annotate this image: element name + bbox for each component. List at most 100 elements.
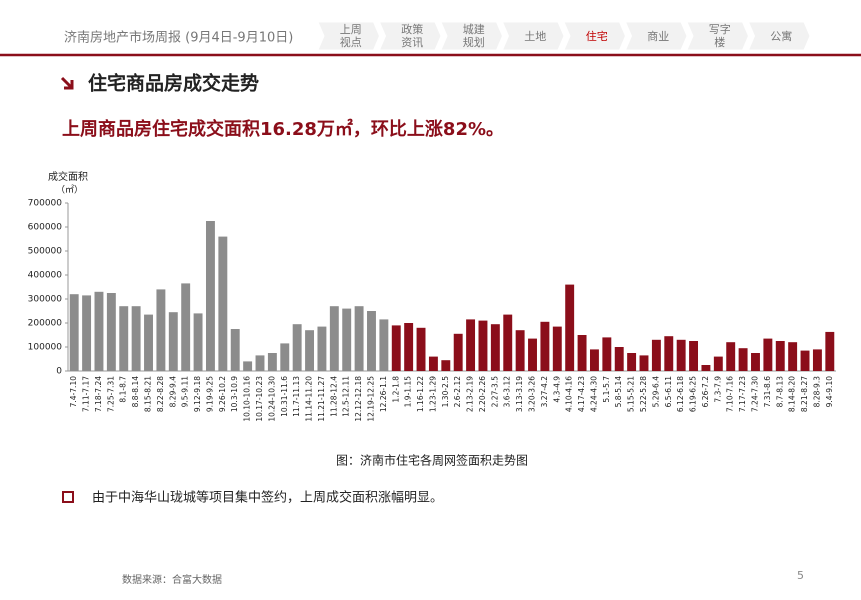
nav-tab <box>563 21 627 51</box>
nav-tab <box>378 21 442 51</box>
x-tick-label: 3.6-3.12 <box>503 376 512 408</box>
x-tick-label: 9.5-9.11 <box>181 376 190 408</box>
bar <box>614 347 624 371</box>
x-tick-label: 4.3-4.9 <box>552 376 561 403</box>
bar <box>305 330 315 371</box>
nav-tab-label: 政策 <box>401 22 423 36</box>
nav-tab-label: 规划 <box>463 35 485 49</box>
bullet-icon <box>62 491 74 503</box>
bar <box>738 348 748 371</box>
bar <box>788 342 798 371</box>
y-tick-label: 700000 <box>28 199 63 209</box>
nav-tab <box>440 21 504 51</box>
nav-tab-label: 楼 <box>714 35 725 49</box>
bar <box>119 306 129 371</box>
bar <box>379 319 389 371</box>
nav-tab-label: 城建 <box>463 22 485 36</box>
bar <box>540 321 550 371</box>
x-tick-label: 1.2-1.8 <box>391 376 400 403</box>
bar <box>391 325 401 371</box>
bar <box>168 312 178 371</box>
nav-tab-label: 资讯 <box>401 36 423 49</box>
bar <box>528 338 537 371</box>
y-tick-label: 300000 <box>28 295 63 305</box>
x-tick-label: 12.19-12.25 <box>366 376 375 422</box>
nav-tab <box>747 21 811 51</box>
bar <box>230 329 240 371</box>
x-tick-label: 10.31-11.6 <box>280 376 289 417</box>
report-title: 济南房地产市场周报 (9月4日-9月10日) <box>64 30 293 46</box>
bar <box>726 342 736 371</box>
x-tick-label: 10.24-10.30 <box>267 376 276 422</box>
bar <box>478 320 488 371</box>
bar <box>589 349 599 371</box>
headline: 上周商品房住宅成交面积16.28万㎡，环比上涨82%。 <box>62 118 504 140</box>
x-tick-label: 5.15-5.21 <box>627 376 636 412</box>
x-tick-label: 6.12-6.18 <box>676 376 685 412</box>
bar <box>243 361 253 371</box>
bar <box>552 326 562 371</box>
bar <box>825 331 835 371</box>
x-tick-label: 9.4-9.10 <box>825 376 834 408</box>
x-tick-label: 7.18-7.24 <box>94 376 103 412</box>
bar <box>181 283 191 371</box>
y-tick-label: 400000 <box>28 271 63 281</box>
x-tick-label: 10.10-10.16 <box>243 376 252 422</box>
bar <box>453 333 463 371</box>
x-tick-label: 2.27-3.5 <box>490 376 499 408</box>
bar <box>441 360 451 371</box>
x-tick-label: 8.28-9.3 <box>812 376 821 408</box>
bar <box>94 291 104 371</box>
x-tick-label: 4.24-4.30 <box>589 376 598 412</box>
nav-tab <box>624 21 688 51</box>
x-tick-label: 11.14-11.20 <box>305 376 314 422</box>
x-tick-label: 12.5-12.11 <box>342 376 351 417</box>
y-tick-label: 0 <box>56 367 62 377</box>
x-tick-label: 3.13-3.19 <box>515 376 524 412</box>
bar <box>627 353 637 371</box>
bar <box>367 311 376 371</box>
bar <box>676 339 686 371</box>
x-tick-label: 5.22-5.28 <box>639 376 648 412</box>
x-tick-label: 4.10-4.16 <box>565 376 574 412</box>
y-tick-label: 200000 <box>28 319 63 329</box>
bar <box>490 324 500 371</box>
x-tick-label: 3.27-4.2 <box>540 376 549 408</box>
x-tick-label: 11.21-11.27 <box>317 376 326 422</box>
x-tick-label: 8.7-8.13 <box>775 376 784 408</box>
x-tick-label: 9.12-9.18 <box>193 376 202 412</box>
x-tick-label: 1.16-1.22 <box>416 376 425 412</box>
bar <box>317 326 327 371</box>
bar <box>69 294 79 371</box>
nav-tab-label: 公寓 <box>770 29 792 43</box>
x-tick-label: 11.28-12.4 <box>329 376 338 417</box>
x-tick-label: 10.3-10.9 <box>230 376 239 412</box>
bar <box>651 339 661 371</box>
bar <box>280 343 290 371</box>
x-tick-label: 12.12-12.18 <box>354 376 363 422</box>
x-tick-label: 8.22-8.28 <box>156 376 165 412</box>
x-tick-label: 4.17-4.23 <box>577 376 586 412</box>
bullet-text: 由于中海华山珑城等项目集中签约，上周成交面积涨幅明显。 <box>92 490 443 506</box>
bar <box>144 314 153 371</box>
bar <box>342 308 352 371</box>
x-tick-label: 7.24-7.30 <box>750 376 759 412</box>
x-tick-label: 7.31-8.6 <box>763 376 772 408</box>
nav-tab-label: 住宅 <box>586 29 608 43</box>
x-tick-label: 3.20-3.26 <box>528 376 537 412</box>
x-tick-label: 1.30-2.5 <box>441 376 450 408</box>
x-tick-label: 6.26-7.2 <box>701 376 710 408</box>
x-tick-label: 7.25-7.31 <box>106 376 115 412</box>
bar <box>106 293 116 371</box>
chart-caption: 图：济南市住宅各周网签面积走势图 <box>336 453 528 468</box>
bar <box>503 314 513 371</box>
bar <box>428 356 438 371</box>
section-title: 住宅商品房成交走势 <box>88 72 259 95</box>
x-tick-label: 7.17-7.23 <box>738 376 747 412</box>
bar <box>267 353 277 371</box>
y-axis-unit: （㎡） <box>56 185 83 196</box>
x-tick-label: 5.29-6.4 <box>651 376 660 408</box>
bar <box>156 289 166 371</box>
x-tick-label: 9.19-9.25 <box>205 376 214 412</box>
